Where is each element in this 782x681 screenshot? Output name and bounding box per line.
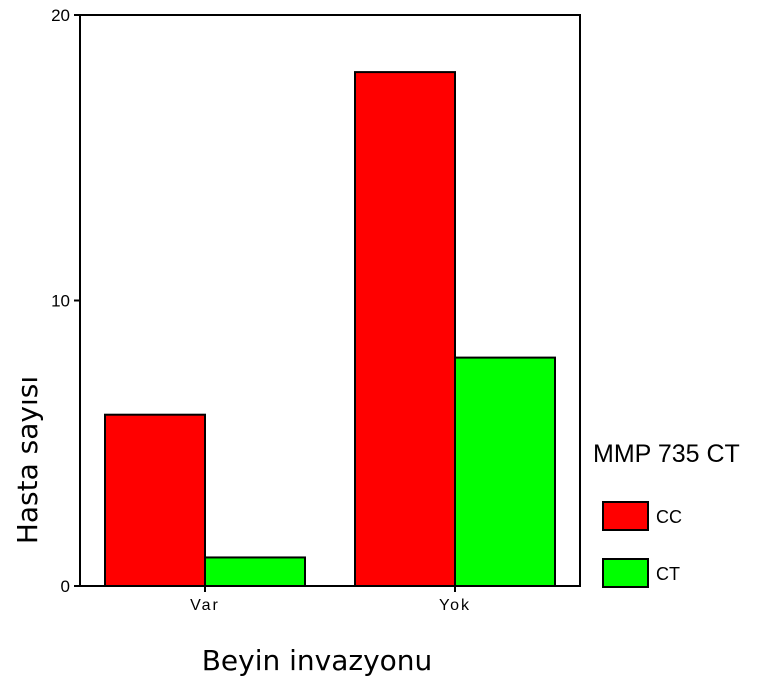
y-tick-label: 0	[61, 577, 70, 596]
x-tick-label: Var	[190, 597, 220, 614]
plot-area: 0 10 20 Var Yok	[51, 6, 581, 614]
y-axis-ticks: 0 10 20	[51, 6, 80, 596]
bar-cc-yok	[354, 71, 456, 588]
legend-label-cc: CC	[656, 507, 682, 527]
legend-swatch-ct	[602, 558, 649, 588]
legend: MMP 735 CT CC CT	[593, 440, 740, 588]
y-axis-title: Hasta sayısı	[11, 376, 44, 544]
bar-ct-yok	[454, 356, 556, 587]
legend-items: CC CT	[602, 501, 682, 588]
legend-swatch-cc	[602, 501, 649, 531]
x-axis-title: Beyin invazyonu	[202, 644, 433, 677]
x-axis-categories: Var Yok	[190, 586, 471, 614]
y-tick-label: 20	[51, 6, 70, 25]
legend-title: MMP 735 CT	[593, 440, 740, 468]
bars-group	[104, 71, 556, 588]
y-tick-label: 10	[51, 292, 70, 311]
legend-label-ct: CT	[656, 564, 680, 584]
x-tick-label: Yok	[439, 597, 471, 614]
bar-ct-var	[204, 556, 306, 588]
bar-cc-var	[104, 413, 206, 588]
